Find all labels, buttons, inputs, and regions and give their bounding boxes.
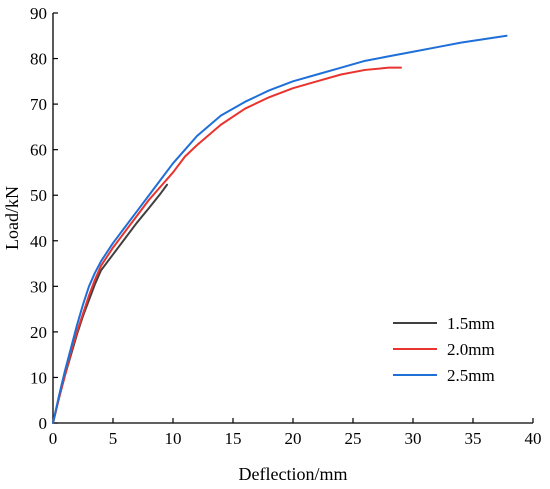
- legend-label: 1.5mm: [447, 314, 495, 333]
- y-tick-label: 80: [30, 50, 47, 69]
- y-tick-label: 0: [39, 414, 48, 433]
- series-line-2: [52, 34, 508, 424]
- x-tick-label: 15: [225, 429, 242, 448]
- legend: 1.5mm 2.0mm 2.5mm: [393, 314, 495, 385]
- x-tick-label: 10: [165, 429, 182, 448]
- x-axis-title: Deflection/mm: [239, 464, 348, 484]
- legend-label: 2.0mm: [447, 340, 495, 359]
- y-tick-label: 40: [30, 232, 47, 251]
- y-tick-label: 70: [30, 95, 47, 114]
- x-tick-label: 25: [345, 429, 362, 448]
- y-tick-label: 10: [30, 368, 47, 387]
- x-tick-label: 0: [49, 429, 58, 448]
- series-layer: [52, 34, 508, 424]
- x-tick-label: 40: [525, 429, 542, 448]
- axes: 0 5 10 15 20 25 30 35 40 0 10 20 30 40 50 60 70 80 90: [30, 4, 542, 448]
- series-line-1: [52, 66, 402, 424]
- x-tick-label: 30: [405, 429, 422, 448]
- y-tick-label: 90: [30, 4, 47, 23]
- y-axis-title: Load/kN: [2, 186, 22, 250]
- y-tick-label: 60: [30, 141, 47, 160]
- y-tick-label: 20: [30, 323, 47, 342]
- series-line-0: [52, 183, 168, 424]
- x-tick-label: 35: [465, 429, 482, 448]
- x-tick-label: 20: [285, 429, 302, 448]
- y-tick-label: 50: [30, 186, 47, 205]
- y-tick-label: 30: [30, 277, 47, 296]
- legend-label: 2.5mm: [447, 366, 495, 385]
- x-tick-label: 5: [109, 429, 118, 448]
